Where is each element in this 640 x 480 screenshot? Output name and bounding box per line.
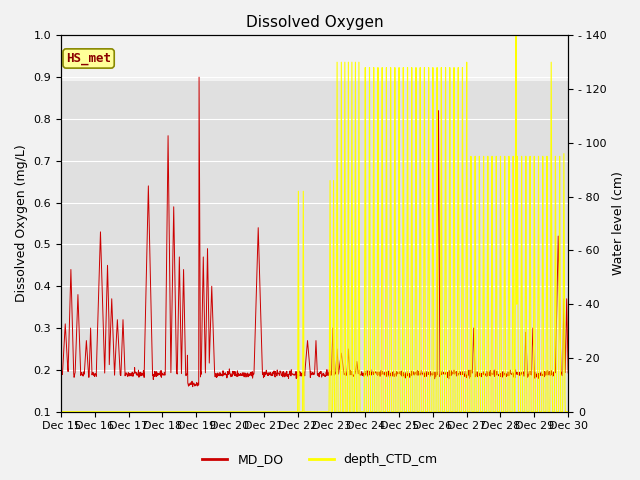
Legend: MD_DO, depth_CTD_cm: MD_DO, depth_CTD_cm <box>197 448 443 471</box>
Text: HS_met: HS_met <box>66 52 111 65</box>
Bar <box>61 36 568 81</box>
Y-axis label: Water level (cm): Water level (cm) <box>612 171 625 276</box>
Bar <box>61 81 568 412</box>
Title: Dissolved Oxygen: Dissolved Oxygen <box>246 15 383 30</box>
Y-axis label: Dissolved Oxygen (mg/L): Dissolved Oxygen (mg/L) <box>15 144 28 302</box>
